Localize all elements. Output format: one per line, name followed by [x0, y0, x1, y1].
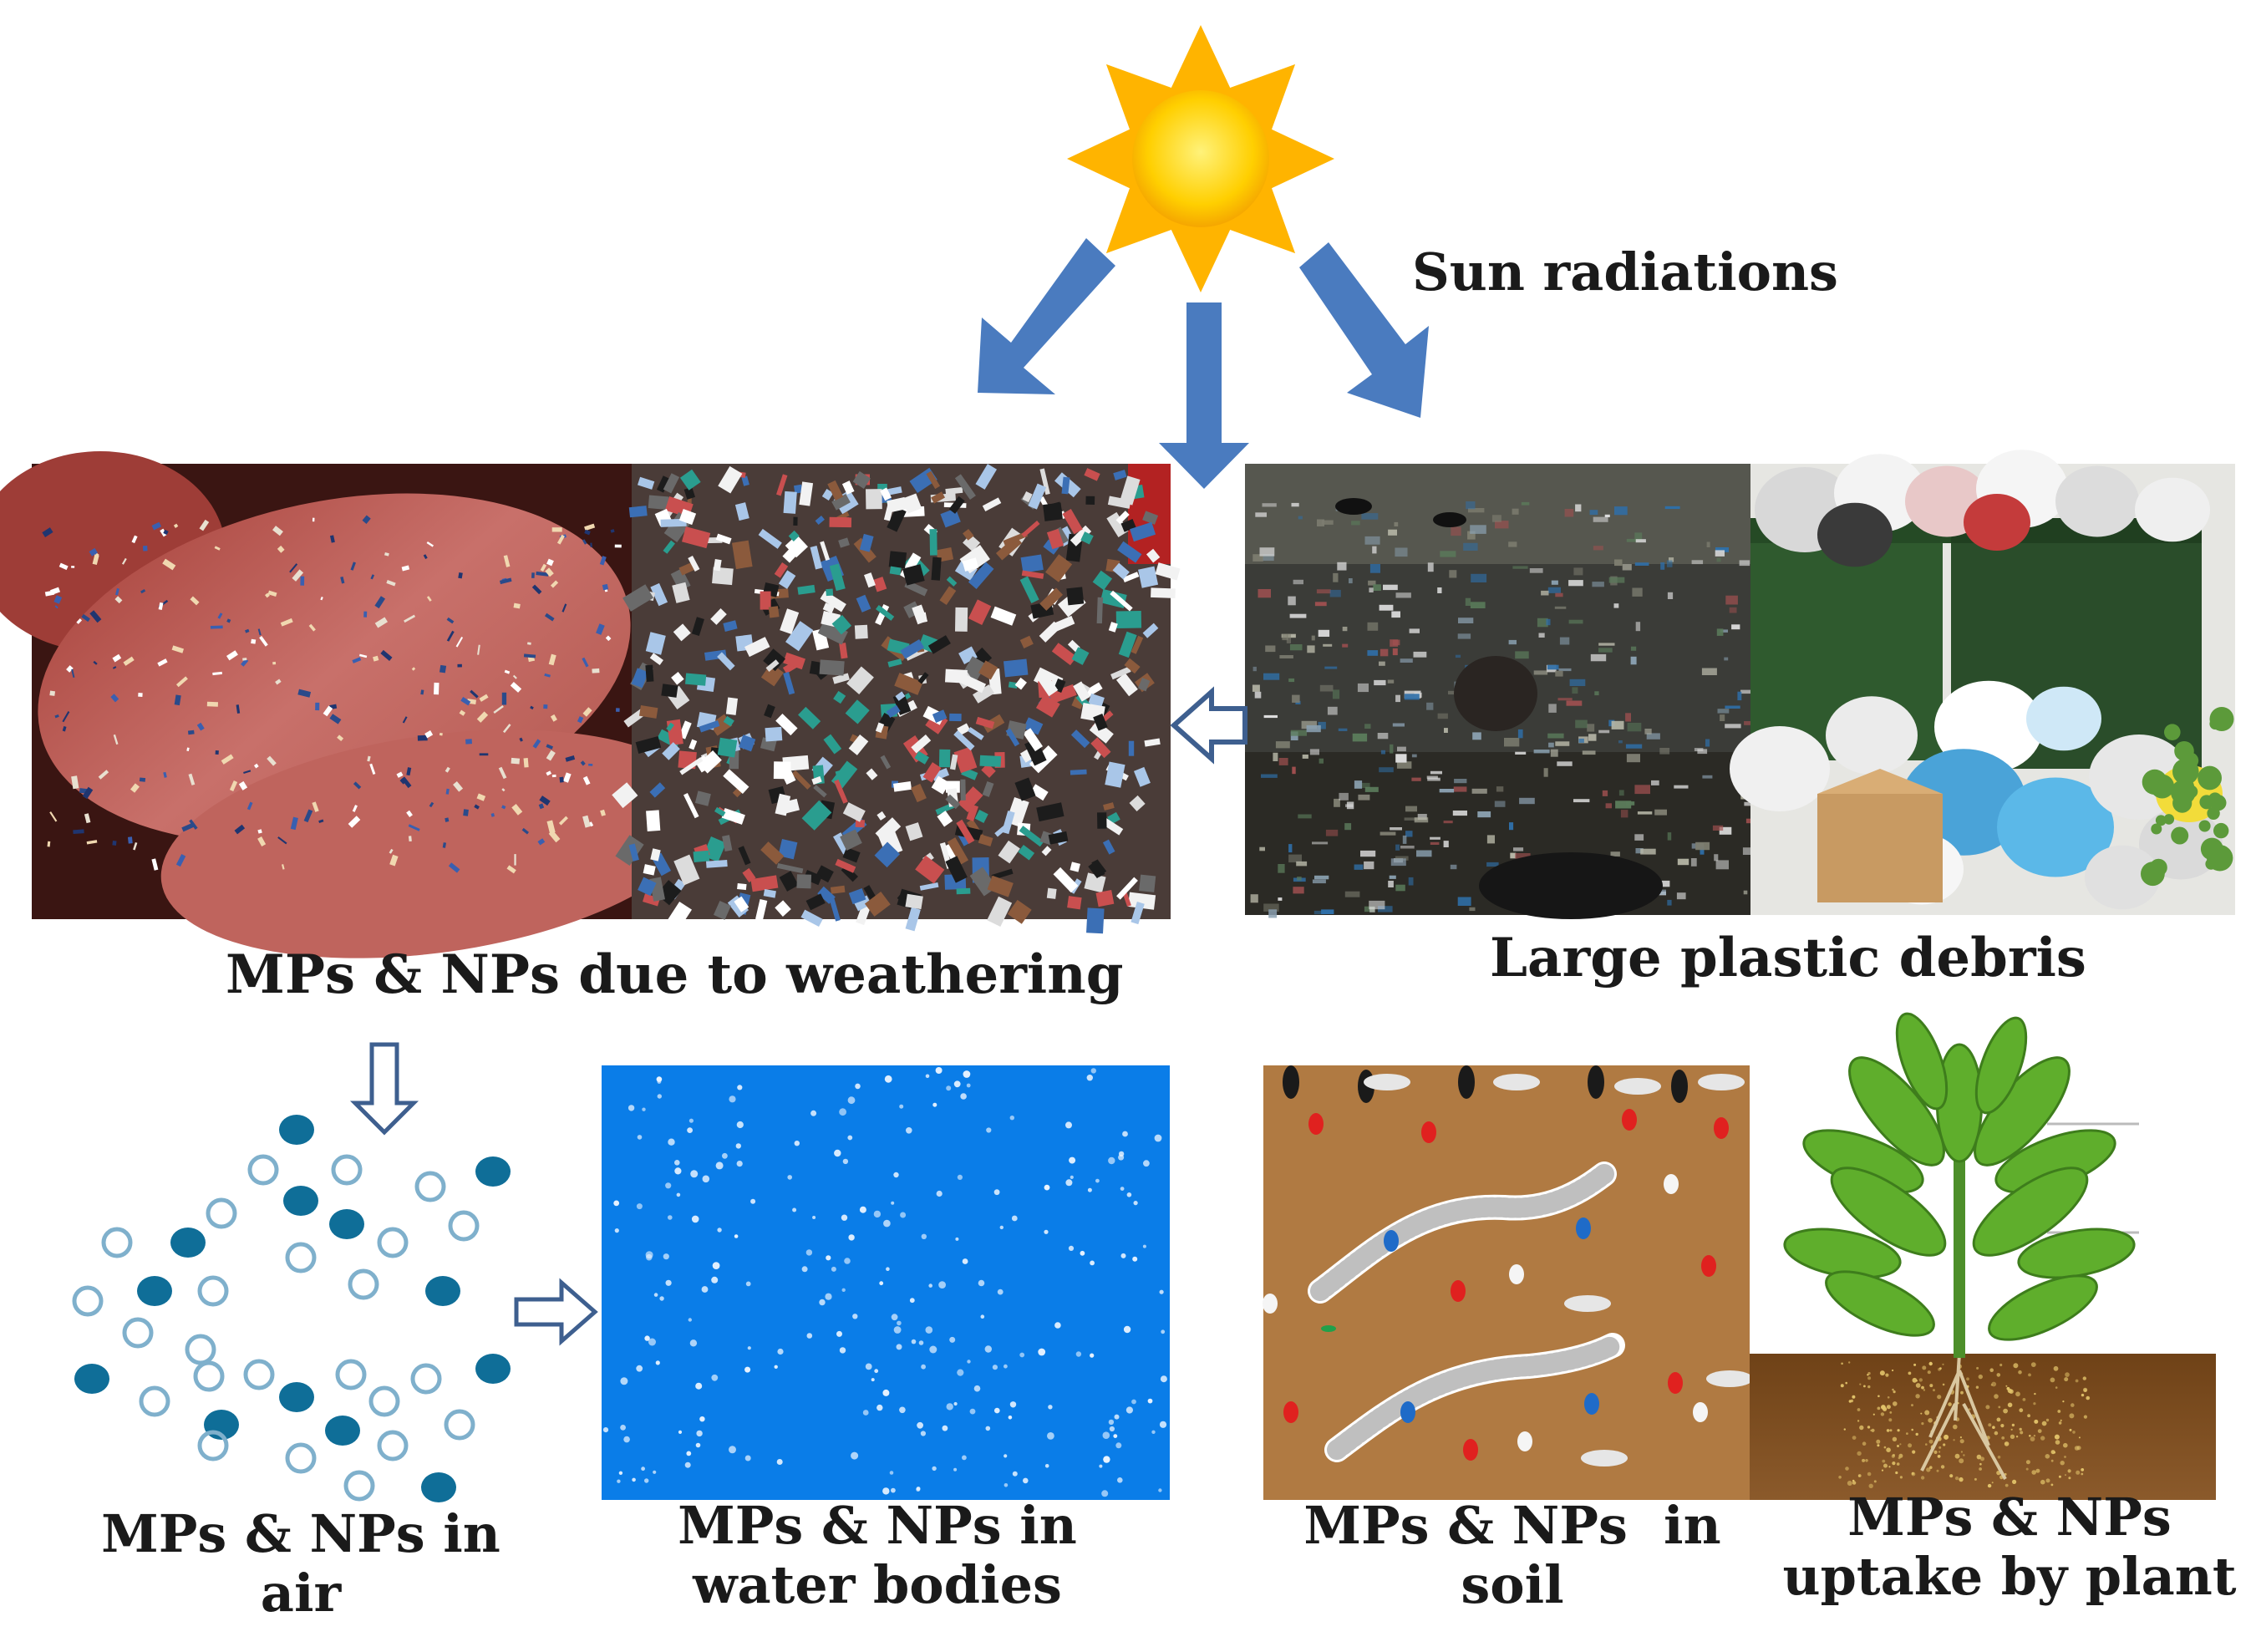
- sun-arrow-left: [978, 238, 1115, 394]
- soil-label-line2: soil: [1461, 1554, 1564, 1616]
- air-label-line2: air: [260, 1563, 342, 1624]
- water-bodies-illustration: [602, 1065, 1170, 1500]
- down-arrow-to-air: [349, 1042, 419, 1136]
- air-label-line1: MPs & NPs in: [101, 1503, 500, 1564]
- microplastic-fingertips-image: [0, 451, 709, 958]
- plant-label-line1: MPs & NPs: [1847, 1487, 2172, 1548]
- plastic-fragments-image: [612, 464, 1181, 934]
- soil-illustration: [1263, 1065, 1753, 1500]
- air-particles-illustration: [72, 1115, 511, 1502]
- sun-radiations-label: Sun radiations: [1412, 241, 1838, 302]
- sun-arrow-center: [1159, 302, 1249, 489]
- soil-label: MPs & NPs in soil: [1262, 1496, 1763, 1615]
- plant-label-line2: uptake by plant: [1782, 1546, 2237, 1608]
- weathering-label: MPs & NPs due to weathering: [226, 943, 1124, 1006]
- plant-uptake-illustration: [1750, 1012, 2216, 1500]
- large-debris-label: Large plastic debris: [1490, 927, 2086, 989]
- air-label: MPs & NPs in air: [50, 1504, 551, 1624]
- plant-label: MPs & NPs uptake by plant: [1738, 1487, 2256, 1607]
- garbage-bins-image: [1730, 450, 2235, 915]
- sun-arrow-right: [1299, 242, 1429, 418]
- air-to-water-arrow: [514, 1278, 598, 1346]
- water-label-line1: MPs & NPs in: [678, 1495, 1077, 1556]
- soil-label-line1: MPs & NPs in: [1303, 1495, 1721, 1556]
- water-label-line2: water bodies: [693, 1554, 1062, 1616]
- water-label: MPs & NPs in water bodies: [627, 1496, 1128, 1615]
- littered-ground-image: [1245, 464, 1760, 919]
- sun-icon: [1067, 25, 1334, 292]
- weathering-arrow: [1170, 686, 1247, 765]
